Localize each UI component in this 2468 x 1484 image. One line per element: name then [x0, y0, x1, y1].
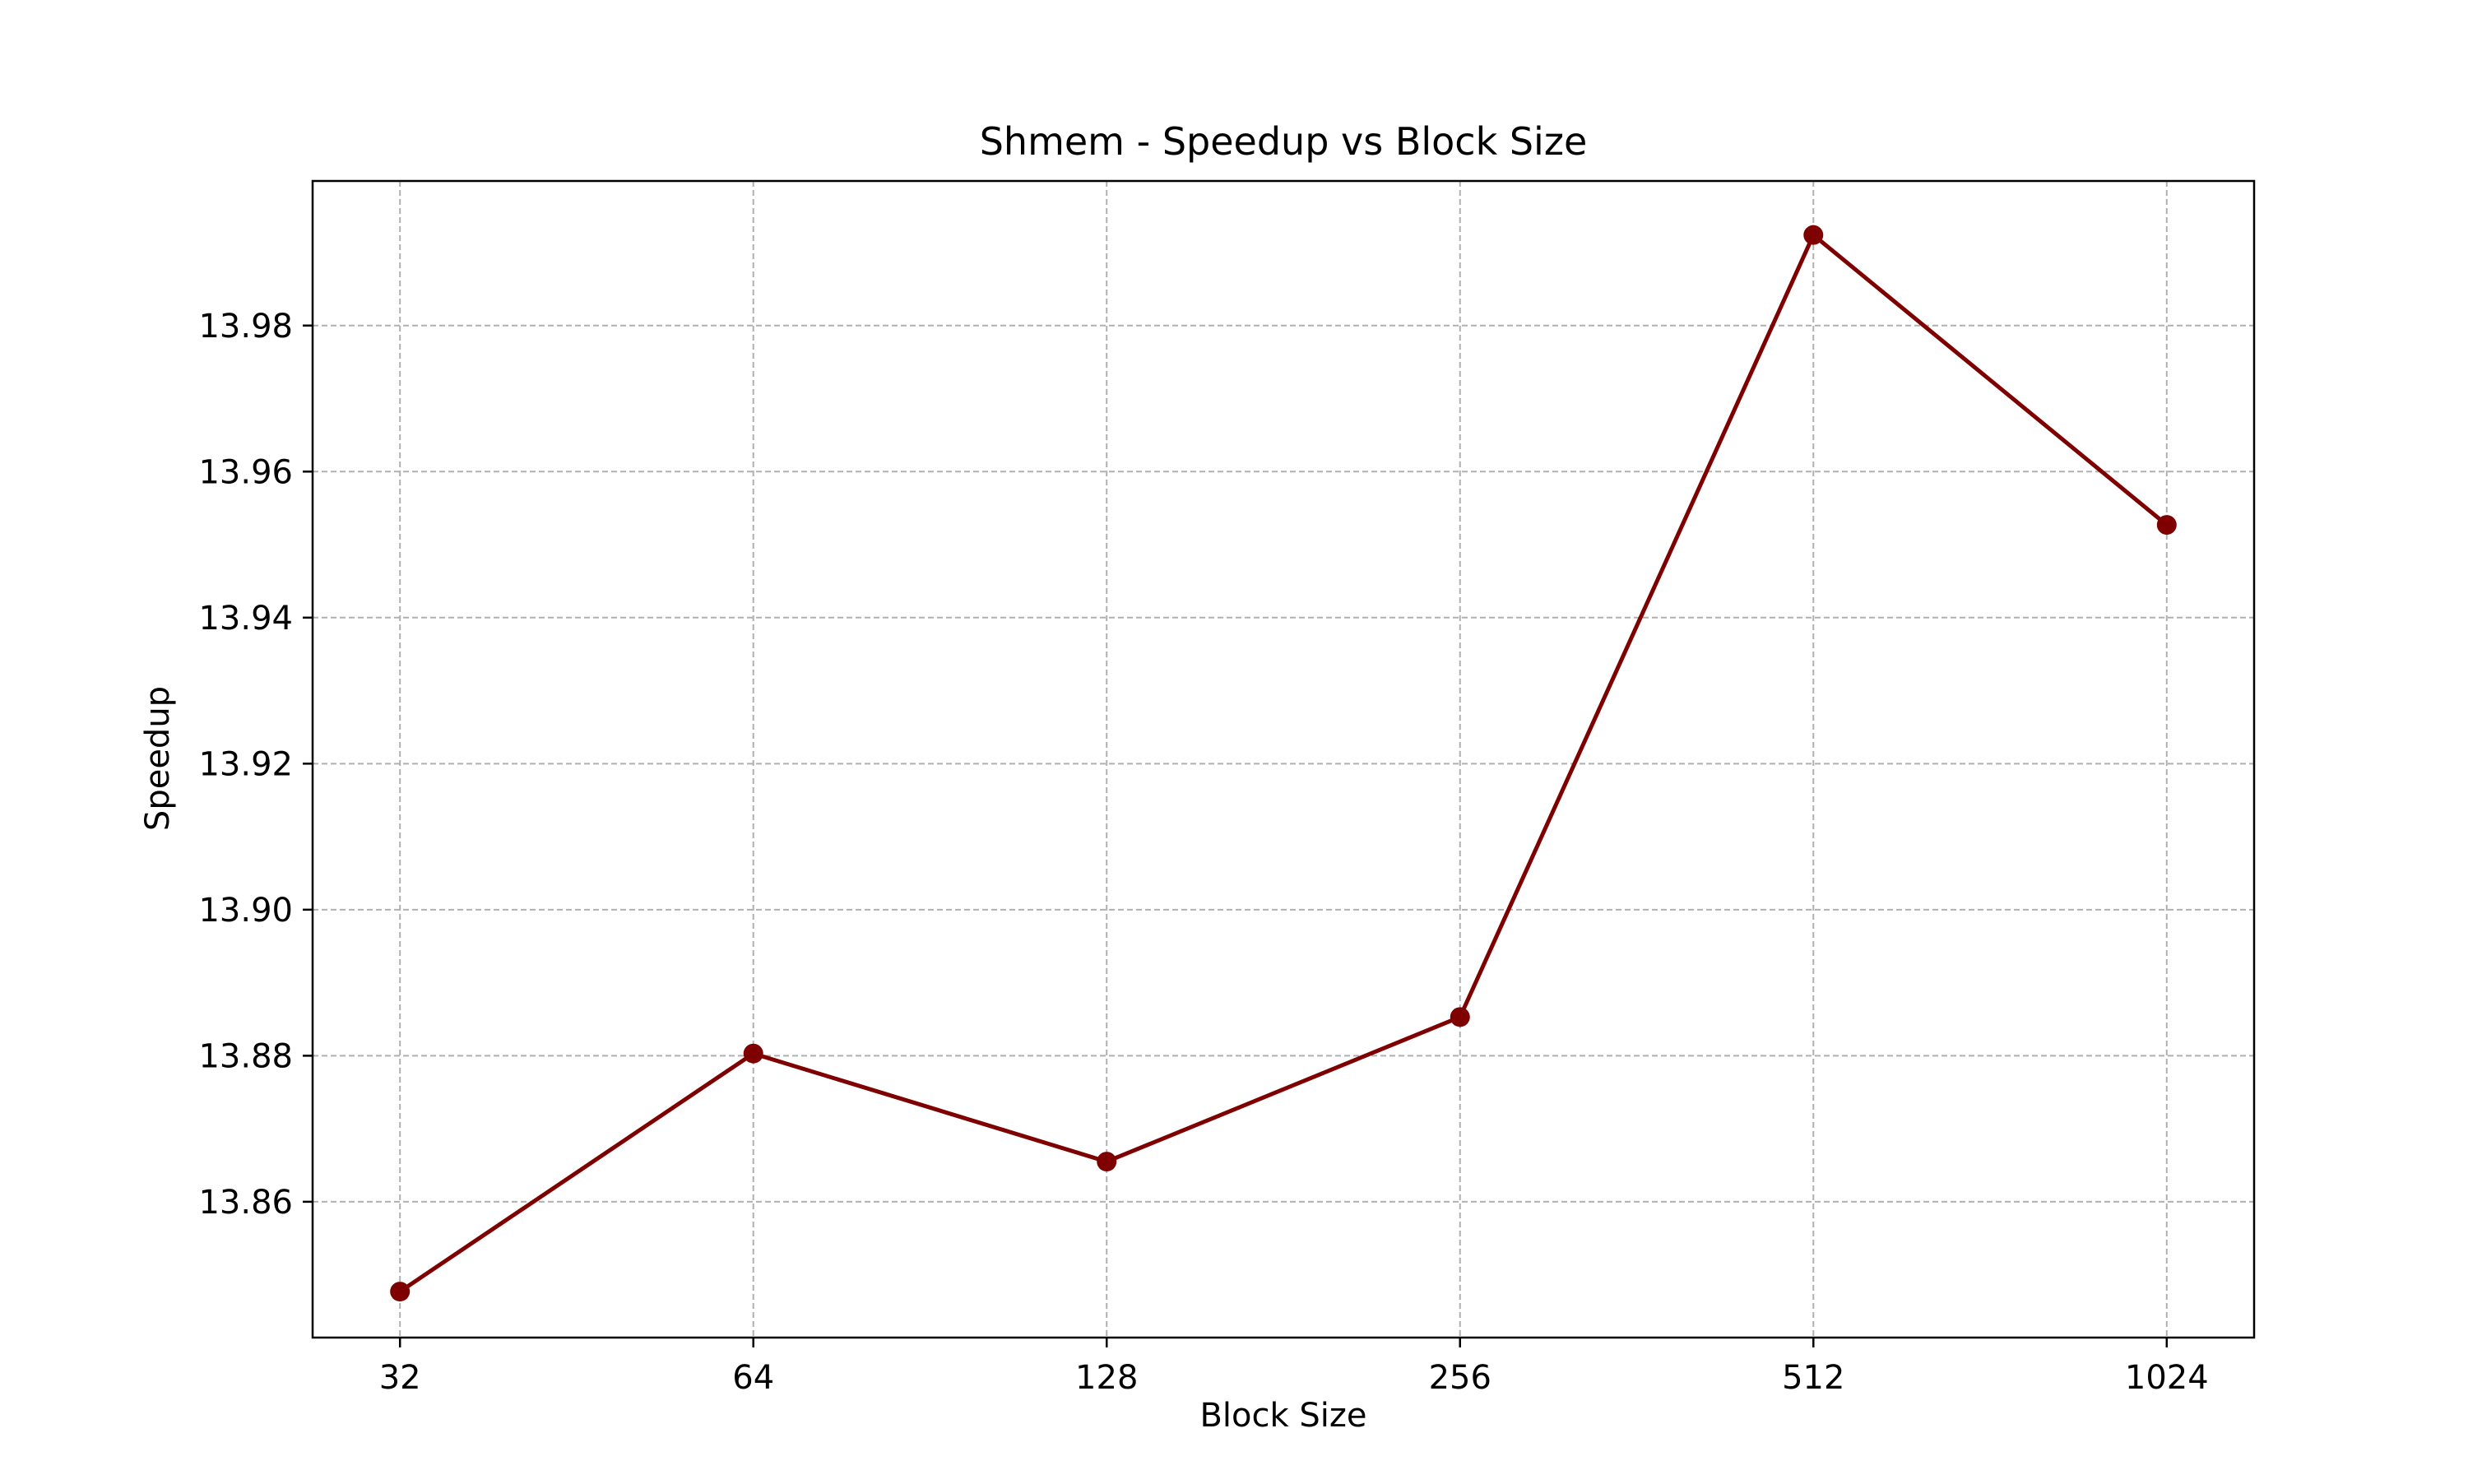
x-tick-label: 512 [1782, 1359, 1844, 1397]
series-line [398, 233, 2169, 1294]
y-tick-label: 13.96 [198, 453, 293, 491]
data-point [743, 1043, 763, 1064]
y-tick-label: 13.88 [198, 1037, 293, 1075]
y-tick-label: 13.98 [198, 308, 293, 345]
y-tick-label: 13.90 [198, 892, 293, 930]
axis-ticks: 32 64 128 256 512 1024 13.86 13.88 13.90 13.92 13.… [198, 308, 2208, 1397]
grid-lines [313, 181, 2254, 1338]
x-axis-label: Block Size [1199, 1397, 1366, 1435]
y-tick-label: 13.92 [198, 745, 293, 783]
data-point [1803, 225, 1824, 245]
data-point [2156, 515, 2177, 536]
x-tick-label: 128 [1075, 1359, 1138, 1397]
x-tick-label: 32 [379, 1359, 421, 1397]
y-axis-label: Speedup [139, 686, 177, 831]
data-point [1097, 1152, 1117, 1172]
y-tick-label: 13.94 [198, 600, 293, 638]
x-tick-label: 64 [732, 1359, 774, 1397]
series-layer [390, 225, 2177, 1302]
y-tick-label: 13.86 [198, 1184, 293, 1222]
data-point [1450, 1007, 1470, 1027]
data-point [390, 1282, 411, 1302]
plot-area-frame [311, 179, 2256, 1339]
x-tick-label: 1024 [2125, 1359, 2209, 1397]
chart-title: Shmem - Speedup vs Block Size [980, 119, 1588, 164]
x-tick-label: 256 [1429, 1359, 1491, 1397]
